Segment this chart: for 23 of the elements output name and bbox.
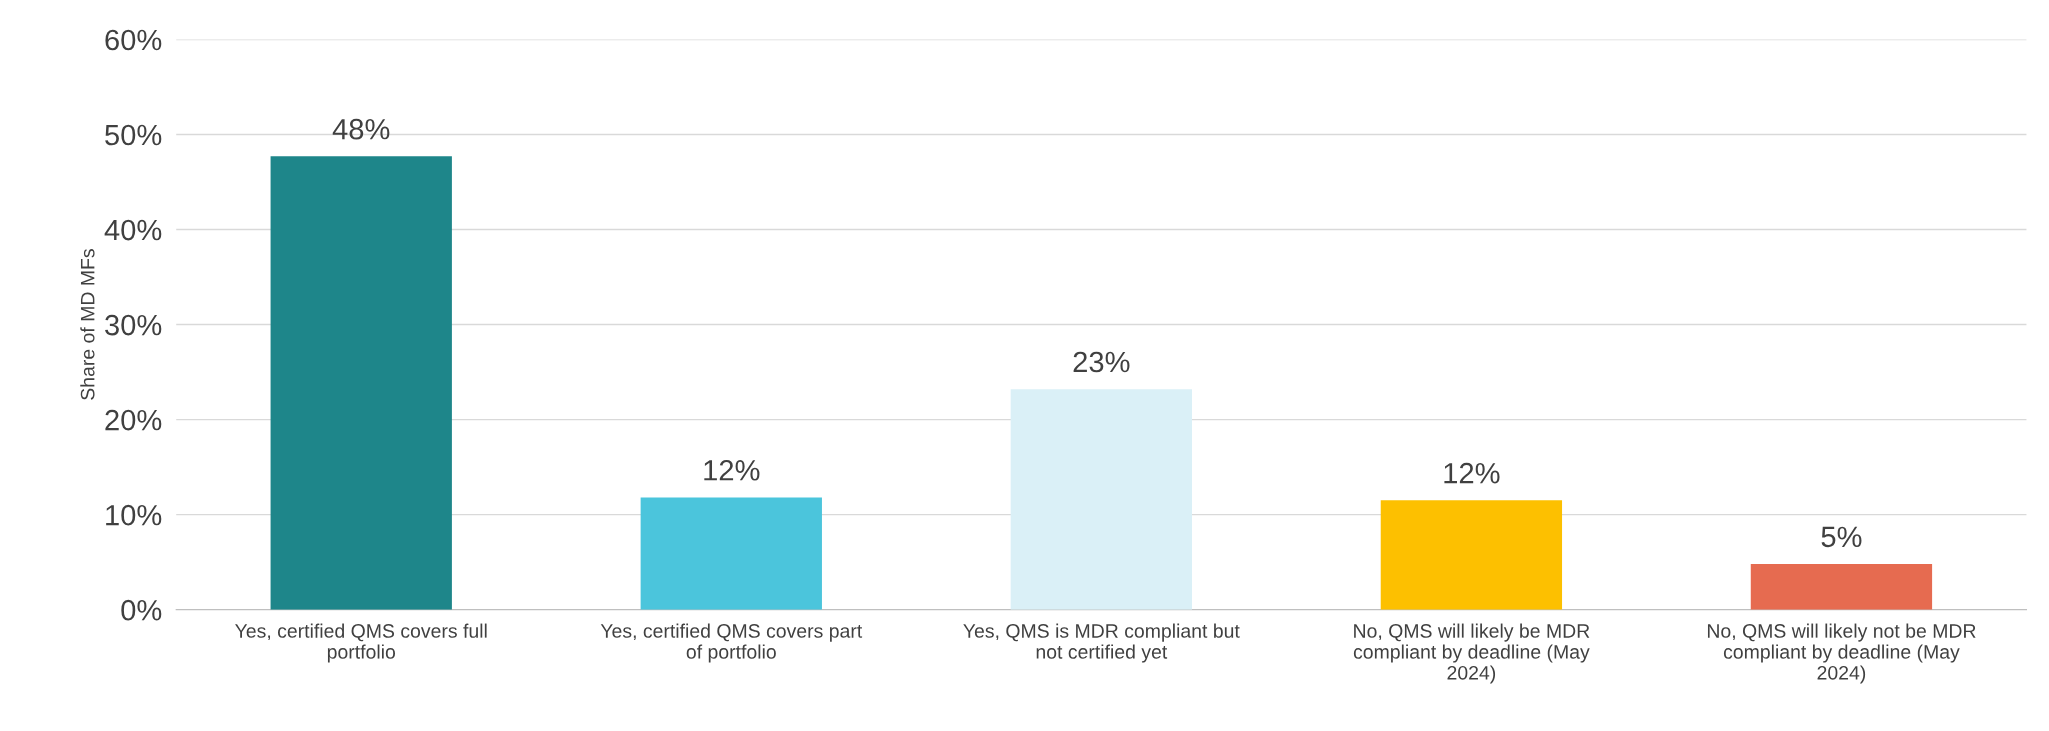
y-tick-label: 40% — [104, 219, 162, 241]
y-tick-label: 10% — [106, 504, 162, 526]
data-label: 23% — [1073, 351, 1130, 373]
y-tick-label: 20% — [105, 409, 162, 431]
bar — [1010, 389, 1192, 610]
x-tick-label: Yes, QMS is MDR compliant but not certified yet — [963, 623, 1240, 663]
y-tick-label: 0% — [121, 599, 162, 621]
x-tick-label: No, QMS will likely be MDR compliant by deadline (May 2024) — [1353, 623, 1590, 684]
y-tick-label: 50% — [105, 124, 162, 146]
data-label: 5% — [1821, 526, 1862, 548]
y-tick-label: 30% — [105, 314, 162, 336]
x-tick-label: Yes, certified QMS covers part of portfolio — [600, 623, 863, 663]
data-label: 48% — [332, 118, 390, 140]
x-tick-label: Yes, certified QMS covers full portfolio — [235, 623, 487, 663]
bar — [1750, 564, 1933, 610]
y-tick-label: 60% — [105, 29, 162, 51]
x-tick-label: No, QMS will likely not be MDR compliant by deadline (May 2024) — [1707, 623, 1976, 684]
data-label: 12% — [704, 459, 760, 481]
data-label: 12% — [1444, 462, 1500, 484]
bar — [1380, 500, 1563, 610]
y-axis-title: Share of MD MFs — [80, 249, 95, 400]
bar — [640, 497, 822, 610]
bar — [270, 156, 452, 610]
